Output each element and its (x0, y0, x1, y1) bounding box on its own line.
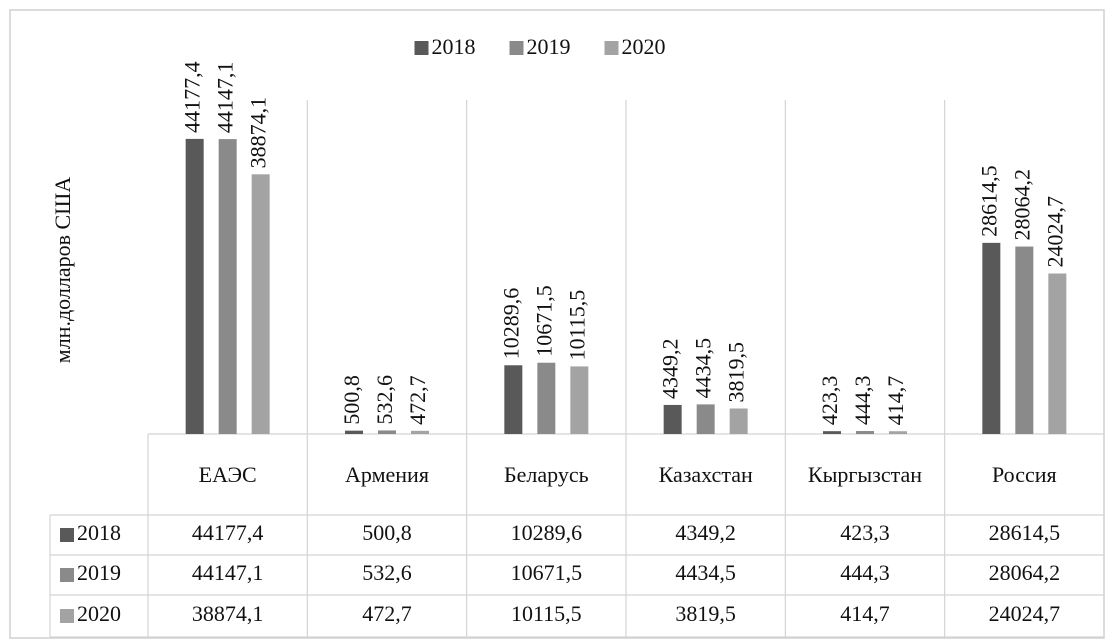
y-axis-label: млн.долларов США (50, 177, 75, 364)
category-cell: Армения (345, 461, 429, 487)
table-cell: 4434,5 (675, 560, 736, 585)
table-cell: 28614,5 (989, 520, 1061, 545)
legend-swatch (414, 41, 429, 55)
legend-swatch (509, 41, 524, 55)
data-label: 44177,4 (180, 61, 205, 133)
x-tick-label: Армения (345, 461, 429, 487)
legend-label: 2019 (527, 34, 571, 59)
category-cell: ЕАЭС (198, 461, 257, 487)
table-cell: 44177,4 (192, 520, 264, 545)
legend-label: 2020 (622, 34, 666, 59)
table-cell: 444,3 (840, 560, 890, 585)
bar (504, 365, 523, 434)
table-cell: 472,7 (362, 601, 412, 626)
bar (696, 404, 715, 434)
bar (185, 138, 204, 435)
table-series-name: 2018 (77, 520, 121, 545)
data-label: 423,3 (817, 376, 842, 426)
bar (378, 430, 396, 434)
bar (218, 139, 237, 435)
data-label: 4349,2 (658, 338, 683, 399)
table-cell: 4349,2 (675, 520, 736, 545)
data-label: 10671,5 (531, 285, 556, 357)
table-cell: 500,8 (362, 520, 412, 545)
table-cell: 10671,5 (511, 560, 583, 585)
bar (411, 430, 429, 434)
bar (663, 404, 682, 434)
table-cell: 28064,2 (989, 560, 1061, 585)
data-label: 500,8 (339, 375, 364, 425)
x-tick-label: Беларусь (503, 461, 589, 487)
table-legend-key (60, 528, 74, 542)
data-label: 10289,6 (498, 288, 523, 360)
bar (856, 431, 874, 434)
bar (823, 431, 841, 434)
table-series-name: 2019 (77, 560, 121, 585)
table-cell: 10115,5 (511, 601, 582, 626)
table-series-name: 2020 (77, 601, 121, 626)
table-cell: 532,6 (362, 560, 412, 585)
table-legend-key (60, 609, 74, 623)
bar (1015, 246, 1034, 434)
data-label: 532,6 (372, 375, 397, 425)
x-tick-label: Казахстан (658, 461, 753, 487)
data-label: 24024,7 (1042, 196, 1067, 268)
bar (251, 174, 270, 434)
data-label: 472,7 (405, 375, 430, 425)
category-cell: Беларусь (503, 461, 589, 487)
table-cell: 44147,1 (192, 560, 264, 585)
legend-swatch (604, 41, 619, 55)
bar (889, 431, 907, 434)
bar (982, 242, 1001, 434)
bar (537, 362, 556, 434)
data-label: 10115,5 (564, 290, 589, 361)
legend: 2018 2019 2020 (414, 34, 666, 59)
bar (345, 430, 363, 434)
category-cell: Кыргызстан (807, 461, 923, 487)
x-tick-label: Кыргызстан (807, 461, 923, 487)
x-tick-label: ЕАЭС (198, 461, 257, 487)
table-cell: 414,7 (840, 601, 890, 626)
table-cell: 3819,5 (675, 601, 736, 626)
category-cell: Казахстан (658, 461, 753, 487)
bar (570, 366, 589, 434)
x-tick-label: Россия (991, 461, 1057, 487)
data-label: 414,7 (883, 376, 908, 426)
table-cell: 423,3 (840, 520, 890, 545)
bar (1048, 273, 1067, 434)
table-cell: 10289,6 (511, 520, 583, 545)
bar (729, 408, 748, 434)
data-label: 28064,2 (1009, 169, 1034, 241)
data-label: 4434,5 (691, 338, 716, 399)
table-cell: 24024,7 (989, 601, 1061, 626)
category-cell: Россия (991, 461, 1057, 487)
table-legend-key (60, 568, 74, 582)
data-label: 38874,1 (246, 97, 271, 169)
data-label: 444,3 (850, 376, 875, 426)
table-cell: 38874,1 (192, 601, 264, 626)
legend-label: 2018 (432, 34, 476, 59)
data-label: 3819,5 (724, 342, 749, 403)
data-label: 28614,5 (976, 165, 1001, 236)
chart-frame (9, 9, 1105, 639)
data-label: 44147,1 (213, 62, 238, 134)
